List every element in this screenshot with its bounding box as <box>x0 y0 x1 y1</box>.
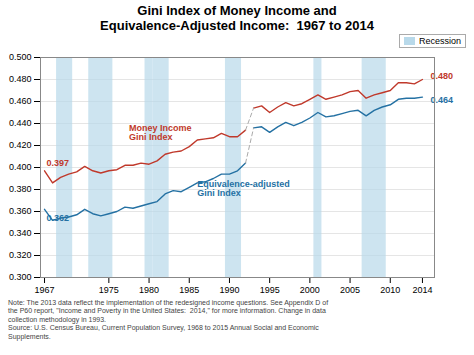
svg-text:0.420: 0.420 <box>9 140 32 150</box>
svg-text:1967: 1967 <box>35 285 55 295</box>
svg-text:Money IncomeGini Index: Money IncomeGini Index <box>129 123 192 142</box>
svg-text:2014: 2014 <box>412 285 432 295</box>
svg-text:0.380: 0.380 <box>9 184 32 194</box>
svg-text:0.362: 0.362 <box>47 213 70 223</box>
svg-text:0.464: 0.464 <box>430 95 453 105</box>
svg-text:2010: 2010 <box>380 285 400 295</box>
html-text:Recession: Recession <box>419 36 461 46</box>
svg-text:0.320: 0.320 <box>9 250 32 260</box>
svg-text:0.400: 0.400 <box>9 162 32 172</box>
svg-text:2005: 2005 <box>340 285 360 295</box>
svg-text:2000: 2000 <box>300 285 320 295</box>
svg-text:Equivalence-adjustedGini Index: Equivalence-adjustedGini Index <box>197 179 290 198</box>
svg-text:1985: 1985 <box>179 285 199 295</box>
svg-text:0.300: 0.300 <box>9 272 32 282</box>
html-text:Gini Index of Money Income and: Gini Index of Money Income and Equivalen… <box>100 3 374 33</box>
svg-text:1995: 1995 <box>260 285 280 295</box>
svg-text:0.480: 0.480 <box>430 71 453 81</box>
svg-text:1990: 1990 <box>219 285 239 295</box>
svg-text:1980: 1980 <box>139 285 159 295</box>
svg-text:0.340: 0.340 <box>9 228 32 238</box>
svg-text:0.440: 0.440 <box>9 118 32 128</box>
svg-text:0.460: 0.460 <box>9 96 32 106</box>
svg-text:1975: 1975 <box>99 285 119 295</box>
html-text:Note: The 2013 data reflect th: Note: The 2013 data reflect the implemen… <box>8 299 329 340</box>
svg-text:0.397: 0.397 <box>47 158 70 168</box>
svg-text:0.360: 0.360 <box>9 206 32 216</box>
svg-text:0.480: 0.480 <box>9 74 32 84</box>
svg-text:0.500: 0.500 <box>9 52 32 62</box>
